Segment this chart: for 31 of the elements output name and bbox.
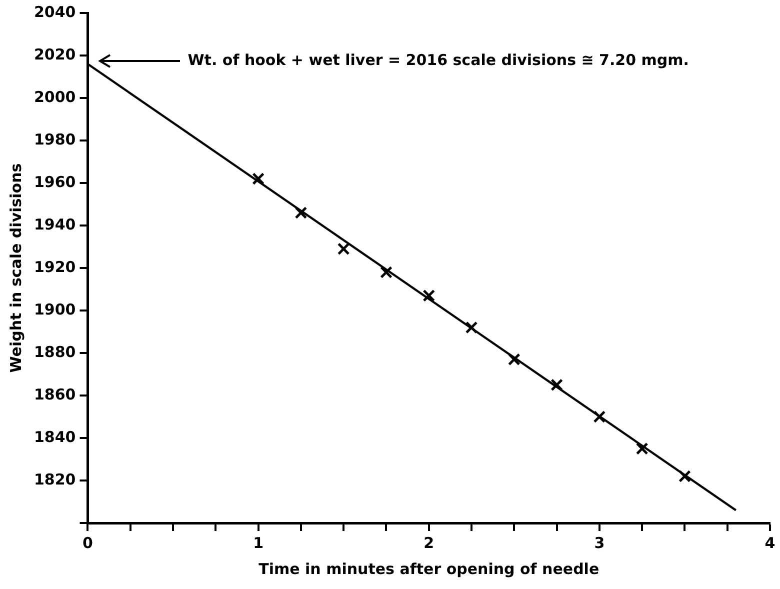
y-tick-label: 1860 (34, 385, 76, 404)
y-tick-label: 2040 (34, 2, 76, 21)
y-axis-title: Weight in scale divisions (6, 163, 25, 373)
point (465, 321, 478, 334)
point (422, 289, 436, 302)
y-tick-label: 1900 (34, 300, 76, 318)
point (636, 442, 648, 455)
point (294, 206, 308, 219)
x-axis-title: Time in minutes after opening of needle (258, 560, 600, 578)
point (252, 172, 265, 185)
point (380, 266, 392, 278)
point (508, 353, 520, 366)
x-tick-label: 1 (253, 534, 264, 552)
y-tick-label: 1920 (34, 258, 76, 276)
y-tick-label: 2000 (34, 88, 76, 106)
x-tick-label: 0 (82, 534, 93, 552)
y-tick-label: 1820 (34, 470, 76, 488)
point (593, 410, 606, 423)
y-tick-label: 1840 (34, 428, 76, 446)
x-tick-label: 2 (424, 534, 434, 552)
y-tick-label: 1940 (34, 215, 76, 234)
point (337, 242, 350, 256)
x-tick-label: 4 (764, 534, 776, 552)
x-tick-label: 3 (594, 534, 605, 552)
y-tick-label: 1880 (34, 342, 76, 361)
y-tick-label: 1960 (34, 172, 76, 191)
point (550, 378, 563, 392)
y-tick-label: 1980 (34, 130, 76, 148)
annotation: Wt. of hook + wet liver = 2016 scale divisions ≅ 7.20 mgm. (188, 50, 689, 69)
y-tick-label: 2020 (34, 45, 76, 64)
point (678, 470, 691, 482)
